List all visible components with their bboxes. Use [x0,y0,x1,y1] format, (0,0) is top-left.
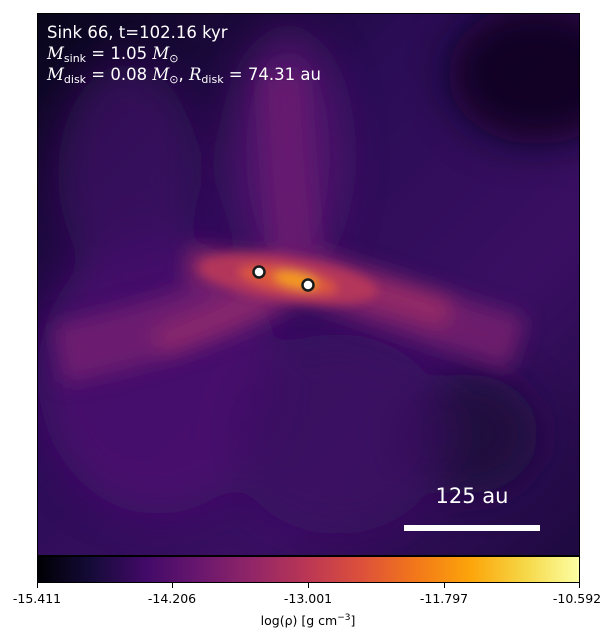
sink-time-label: Sink 66, t=102.16 kyr [47,23,228,42]
colorbar-tick-label: -11.797 [419,591,469,606]
colorbar-tick-label: -15.411 [12,591,62,606]
colorbar-tick-label: -13.001 [283,591,333,606]
colorbar-tick [37,583,38,588]
colorbar-tick [308,583,309,588]
background-gas [38,14,579,534]
density-image [38,14,579,555]
colorbar-tick-label: -10.592 [552,591,602,606]
colorbar-tick [444,583,445,588]
disk-properties-label: Mdisk = 0.08 M⊙, Rdisk = 74.31 au [47,65,321,86]
colorbar-tick-label: -14.206 [147,591,197,606]
sink-particle-marker [252,265,266,279]
colorbar [37,556,580,583]
colorbar-tick [172,583,173,588]
scale-bar [404,525,540,531]
scale-bar-label: 125 au [435,484,509,508]
density-map-panel: Sink 66, t=102.16 kyr Msink = 1.05 M⊙ Md… [37,13,580,556]
sink-particle-marker [301,278,315,292]
colorbar-label: log(ρ) [g cm−3] [260,613,356,629]
sink-mass-label: Msink = 1.05 M⊙ [47,44,179,65]
colorbar-tick [579,583,580,588]
